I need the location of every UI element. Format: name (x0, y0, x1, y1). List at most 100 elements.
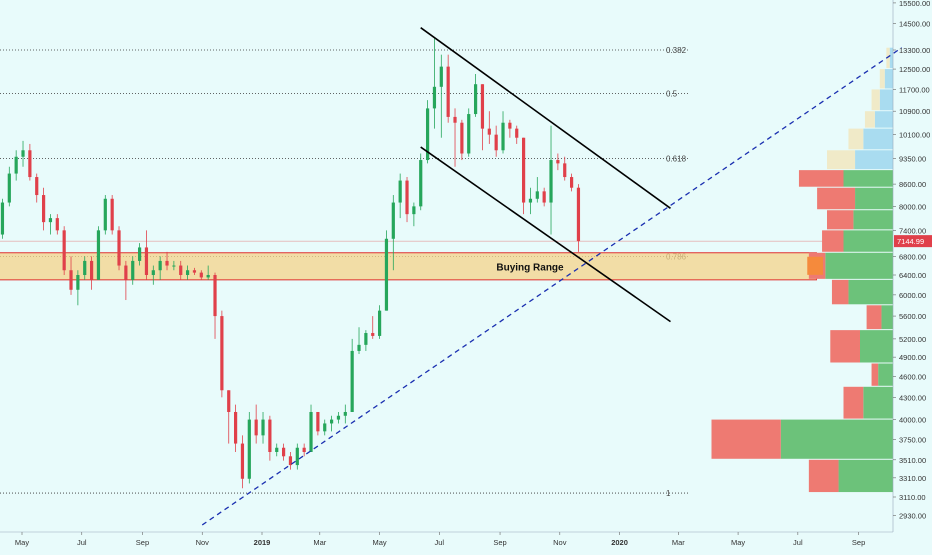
candle-down (453, 116, 457, 123)
zone-label: Buying Range (496, 262, 564, 273)
candle-down (117, 230, 121, 266)
price-tick-label: 11700.00 (899, 85, 930, 94)
volume-profile-buy-bar (843, 230, 893, 252)
candle-down (233, 411, 238, 444)
candle-up (350, 350, 354, 412)
time-tick-label: Jul (793, 538, 803, 547)
volume-profile-sell-bar (879, 69, 885, 89)
zone-rect (0, 252, 817, 281)
volume-profile-buy-bar (853, 210, 893, 230)
candle-down (288, 456, 293, 466)
trendline (201, 47, 903, 526)
volume-profile-buy-bar (838, 459, 893, 493)
price-tick-label: 4600.00 (899, 373, 926, 382)
candle-up (48, 218, 53, 223)
volume-profile-buy-bar (780, 419, 893, 459)
volume-profile-buy-bar (863, 386, 893, 419)
time-tick-label: Sep (493, 538, 506, 547)
price-tick-label: 3750.00 (899, 435, 926, 444)
volume-profile-buy-bar (881, 305, 893, 330)
candle-up (131, 260, 135, 280)
candle-down (89, 260, 94, 280)
candle-up (323, 423, 327, 432)
volume-profile-buy-bar (855, 150, 893, 170)
volume-profile-sell-bar (827, 210, 854, 230)
volume-profile-buy-bar (874, 111, 893, 128)
candle-up (0, 202, 5, 235)
candle-up (528, 198, 533, 203)
volume-profile-buy-bar (860, 330, 893, 363)
volume-profile-buy-bar (855, 187, 893, 210)
candle-down (281, 447, 286, 457)
candle-down (302, 447, 306, 452)
volume-profile-sell-bar (866, 305, 882, 330)
volume-profile-sell-bar (830, 330, 860, 363)
volume-profile-highlight (807, 256, 823, 275)
channel-line (420, 146, 671, 323)
time-tick-label: 2020 (611, 538, 628, 547)
candle-up (384, 238, 389, 311)
candle-up (172, 265, 176, 267)
time-axis[interactable]: May Jul Sep Nov 2019 Mar May Jul Sep Nov 2020 Mar Ma… (0, 531, 893, 547)
candle-up (185, 270, 190, 276)
volume-profile-buy-bar (889, 47, 893, 69)
price-tick-label: 10900.00 (899, 107, 930, 116)
time-tick-label: May (372, 538, 386, 547)
candle-up (467, 114, 471, 154)
candle-up (336, 415, 341, 420)
time-tick-label: Jul (77, 538, 87, 547)
candle-up (21, 150, 25, 157)
candle-up (247, 419, 251, 479)
candle-down (563, 163, 567, 178)
volume-profile-sell-bar (864, 111, 875, 128)
price-tick-label: 4300.00 (899, 393, 926, 402)
time-tick-label: 2019 (254, 538, 271, 547)
price-tick-label: 2930.00 (899, 511, 926, 520)
candle-up (103, 198, 107, 231)
volume-profile-buy-bar (879, 89, 893, 111)
candle-up (549, 160, 553, 203)
volume-profile-sell-bar (848, 128, 864, 150)
volume-profile-sell-bar (886, 47, 890, 69)
candle-down (494, 134, 498, 151)
time-tick-label: Sep (852, 538, 865, 547)
time-tick-label: Sep (136, 538, 149, 547)
candle-down (41, 195, 46, 223)
candle-down (28, 150, 32, 178)
volume-profile-sell-bar (871, 363, 879, 386)
channel-line (420, 27, 671, 209)
fib-label: 0.5 (666, 89, 678, 98)
price-tick-label: 4900.00 (899, 353, 926, 362)
candle-down (371, 333, 375, 336)
volume-profile-sell-bar (817, 187, 856, 210)
candle-down (569, 177, 574, 188)
volume-profile-sell-bar (808, 459, 839, 493)
volume-profile-sell-bar (711, 419, 781, 459)
candle-up (137, 247, 142, 261)
candle-down (460, 122, 464, 154)
price-tick-label: 14500.00 (899, 19, 930, 28)
price-axis[interactable]: 15500.00 14500.00 13300.00 12500.00 11700.00… (892, 0, 932, 532)
candle-up (357, 344, 361, 351)
candle-up (151, 270, 155, 276)
candle-up (14, 156, 18, 174)
candle-up (158, 260, 162, 271)
price-tick-label: 5200.00 (899, 335, 926, 344)
price-tick-label: 6800.00 (899, 252, 926, 261)
candle-down (62, 230, 66, 271)
candle-down (556, 160, 560, 164)
time-tick-label: May (15, 538, 29, 547)
volume-profile-buy-bar (843, 170, 893, 187)
volume-profile-sell-bar (831, 279, 849, 305)
time-tick-label: Nov (196, 538, 210, 547)
candle-down (515, 128, 519, 138)
candle-down (35, 177, 39, 196)
candle-up (261, 419, 265, 436)
volume-profile-buy-bar (848, 279, 893, 305)
candle-up (206, 275, 210, 278)
candle-up (419, 160, 423, 207)
candle-up (439, 66, 443, 87)
price-tick-label: 3310.00 (899, 474, 926, 483)
